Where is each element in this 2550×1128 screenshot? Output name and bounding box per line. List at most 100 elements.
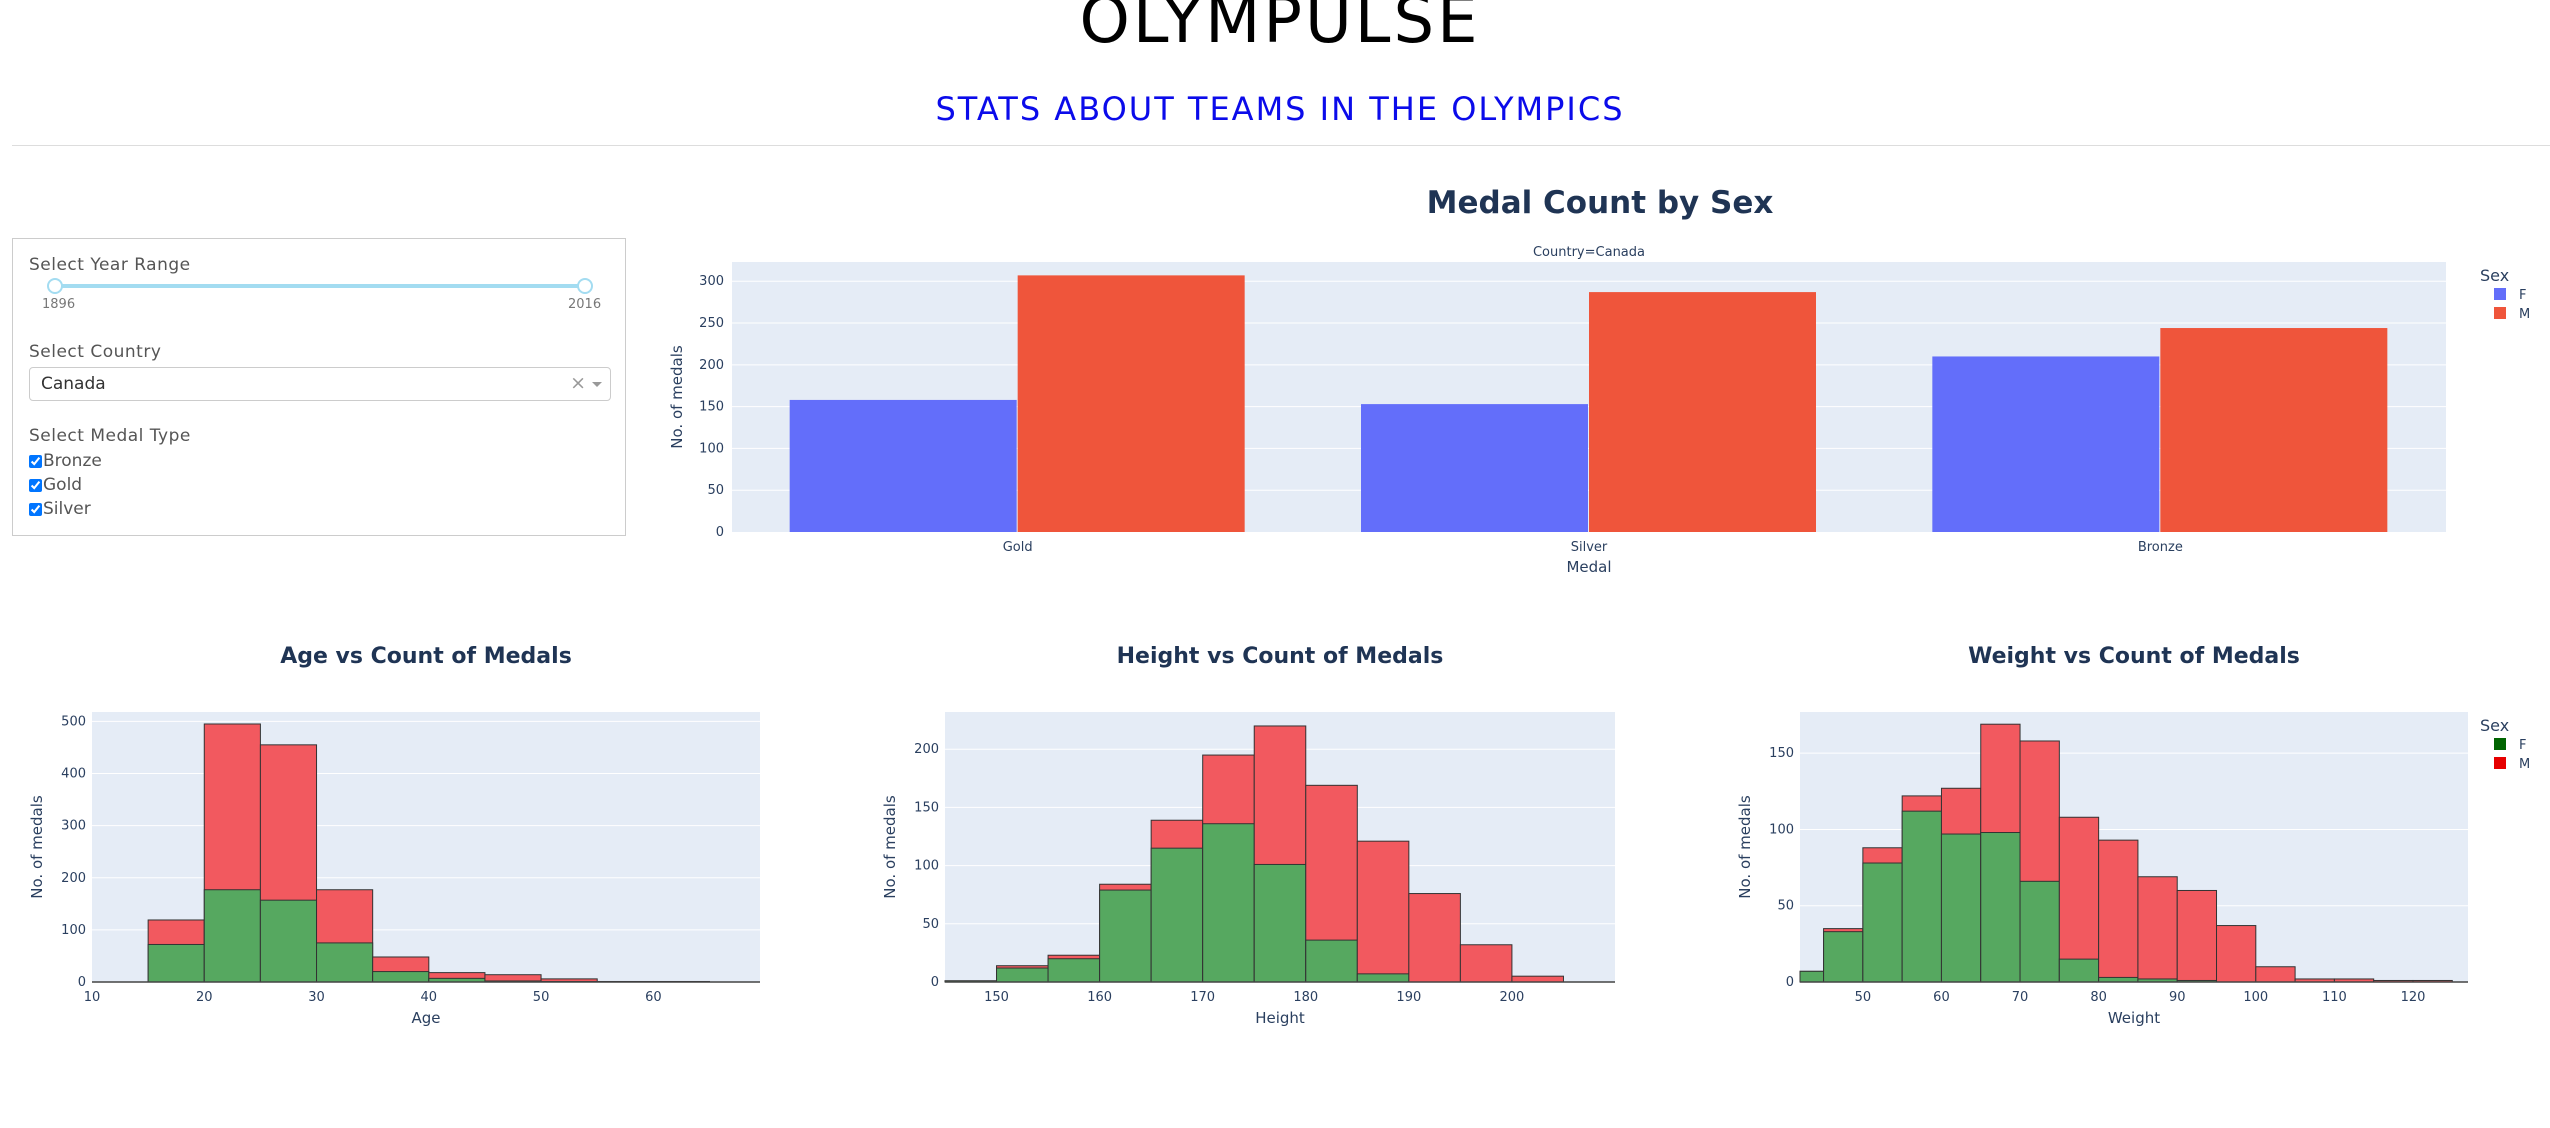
country-select-value: Canada (41, 374, 106, 394)
x-axis-title: Medal (1566, 558, 1611, 576)
y-tick-label: 0 (1786, 975, 1794, 990)
y-tick-label: 0 (931, 975, 939, 990)
x-tick-label: 100 (2243, 990, 2268, 1005)
histogram-bar-m (2255, 966, 2296, 983)
histogram-bar-f (1862, 862, 1903, 983)
x-tick-label: 70 (2012, 990, 2029, 1005)
legend-label: F (2519, 738, 2526, 753)
x-tick-label: 40 (421, 990, 438, 1005)
legend-title: Sex (2480, 266, 2509, 285)
page-subtitle: STATS ABOUT TEAMS IN THE OLYMPICS (935, 90, 1625, 128)
x-tick-label: 150 (984, 990, 1009, 1005)
histogram-bar-f (1823, 931, 1864, 983)
x-tick-label: 20 (196, 990, 213, 1005)
year-range-slider[interactable] (55, 284, 589, 288)
y-tick-label: 200 (61, 871, 86, 886)
year-range-label: Select Year Range (29, 255, 191, 275)
medal-checkbox-gold[interactable] (29, 478, 42, 492)
x-tick-label: Silver (1571, 540, 1608, 555)
histogram-bar-f (1099, 889, 1152, 983)
histogram-bar-m (2098, 839, 2139, 983)
legend-swatch-m (2494, 307, 2506, 319)
clear-icon[interactable]: × (570, 372, 586, 394)
x-tick-label: 60 (1933, 990, 1950, 1005)
medal-count-chart: Medal Count by Sex Country=Canada 0 50 100 15… (668, 185, 2530, 576)
legend-label: F (2519, 288, 2526, 303)
y-tick-label: 300 (699, 274, 724, 289)
legend-title: Sex (2480, 716, 2509, 735)
medal-option-label: Silver (43, 499, 91, 519)
year-range-max-handle[interactable] (577, 278, 593, 294)
histogram-bar-f (1980, 832, 2021, 983)
bar-f-silver (1361, 404, 1588, 532)
medal-option-bronze[interactable]: Bronze (29, 451, 102, 471)
y-axis-title: No. of medals (668, 345, 686, 449)
histogram-bar-m (1459, 944, 1513, 983)
medal-option-label: Gold (43, 475, 83, 495)
age-histogram: Age vs Count of Medals 0 100 200 300 400 500 10… (28, 644, 760, 1027)
weight-histogram: Weight vs Count of Medals 0 50 100 150 50 60 70… (1736, 644, 2530, 1027)
histogram-bar-f (1202, 823, 1255, 983)
header-divider (12, 145, 2550, 146)
histogram-bar-f (316, 942, 374, 983)
histogram-bar-m (2216, 925, 2257, 983)
x-tick-label: 110 (2322, 990, 2347, 1005)
y-tick-label: 150 (1769, 746, 1794, 761)
y-tick-label: 100 (699, 441, 724, 456)
x-tick-label: 90 (2169, 990, 2186, 1005)
x-tick-label: 30 (308, 990, 325, 1005)
medal-option-silver[interactable]: Silver (29, 499, 91, 519)
histogram-bar-m (1408, 893, 1461, 983)
medal-type-label: Select Medal Type (29, 426, 191, 446)
histogram-bar-f (147, 943, 205, 983)
bar-f-gold (789, 399, 1017, 532)
y-tick-label: 50 (922, 917, 939, 932)
histogram-bar-m (2058, 816, 2100, 983)
bar-f-bronze (1932, 356, 2160, 532)
x-axis-title: Age (411, 1009, 440, 1027)
histogram-bar-f (1047, 958, 1101, 983)
x-tick-label: 120 (2401, 990, 2426, 1005)
x-tick-label: 180 (1293, 990, 1318, 1005)
histogram-bar-f (259, 899, 318, 983)
bar-m-silver (1589, 292, 1816, 532)
histogram-bar-m (1356, 840, 1410, 983)
legend-label: M (2519, 757, 2530, 772)
y-tick-label: 200 (699, 358, 724, 373)
chart-title: Age vs Count of Medals (280, 644, 572, 669)
y-tick-label: 50 (1777, 899, 1794, 914)
y-tick-label: 400 (61, 767, 86, 782)
x-tick-label: 190 (1396, 990, 1421, 1005)
app-title: OLYMPULSE (1079, 0, 1481, 58)
country-label: Select Country (29, 342, 162, 362)
x-axis-title: Weight (2108, 1009, 2160, 1027)
histogram-bar-m (2176, 889, 2218, 983)
y-tick-label: 50 (707, 483, 724, 498)
x-tick-label: Gold (1003, 540, 1033, 555)
histogram-bar-f (996, 967, 1049, 983)
medal-option-gold[interactable]: Gold (29, 475, 82, 495)
medal-checkbox-silver[interactable] (29, 502, 42, 516)
histogram-bar-m (1511, 975, 1564, 983)
x-axis-title: Height (1255, 1009, 1305, 1027)
y-axis-title: No. of medals (881, 795, 899, 899)
year-range-min-handle[interactable] (47, 278, 63, 294)
y-tick-label: 100 (1769, 822, 1794, 837)
country-select[interactable]: Canada × (29, 367, 611, 401)
histogram-bar-f (372, 971, 430, 983)
chevron-down-icon[interactable] (592, 382, 602, 387)
histogram-bar-m (2137, 876, 2178, 983)
histogram-bar-f (2019, 880, 2060, 983)
chart-title: Medal Count by Sex (1427, 185, 1774, 221)
bar-m-gold (1017, 275, 1245, 532)
histogram-bar-f (1150, 847, 1204, 983)
y-tick-label: 150 (699, 400, 724, 415)
height-histogram: Height vs Count of Medals 0 50 100 150 200 150… (881, 644, 1615, 1027)
medal-checkbox-bronze[interactable] (29, 454, 42, 468)
legend-swatch-m (2494, 757, 2506, 769)
y-tick-label: 200 (914, 742, 939, 757)
y-tick-label: 100 (61, 923, 86, 938)
chart-title: Height vs Count of Medals (1117, 644, 1444, 669)
x-tick-label: 50 (1855, 990, 1872, 1005)
